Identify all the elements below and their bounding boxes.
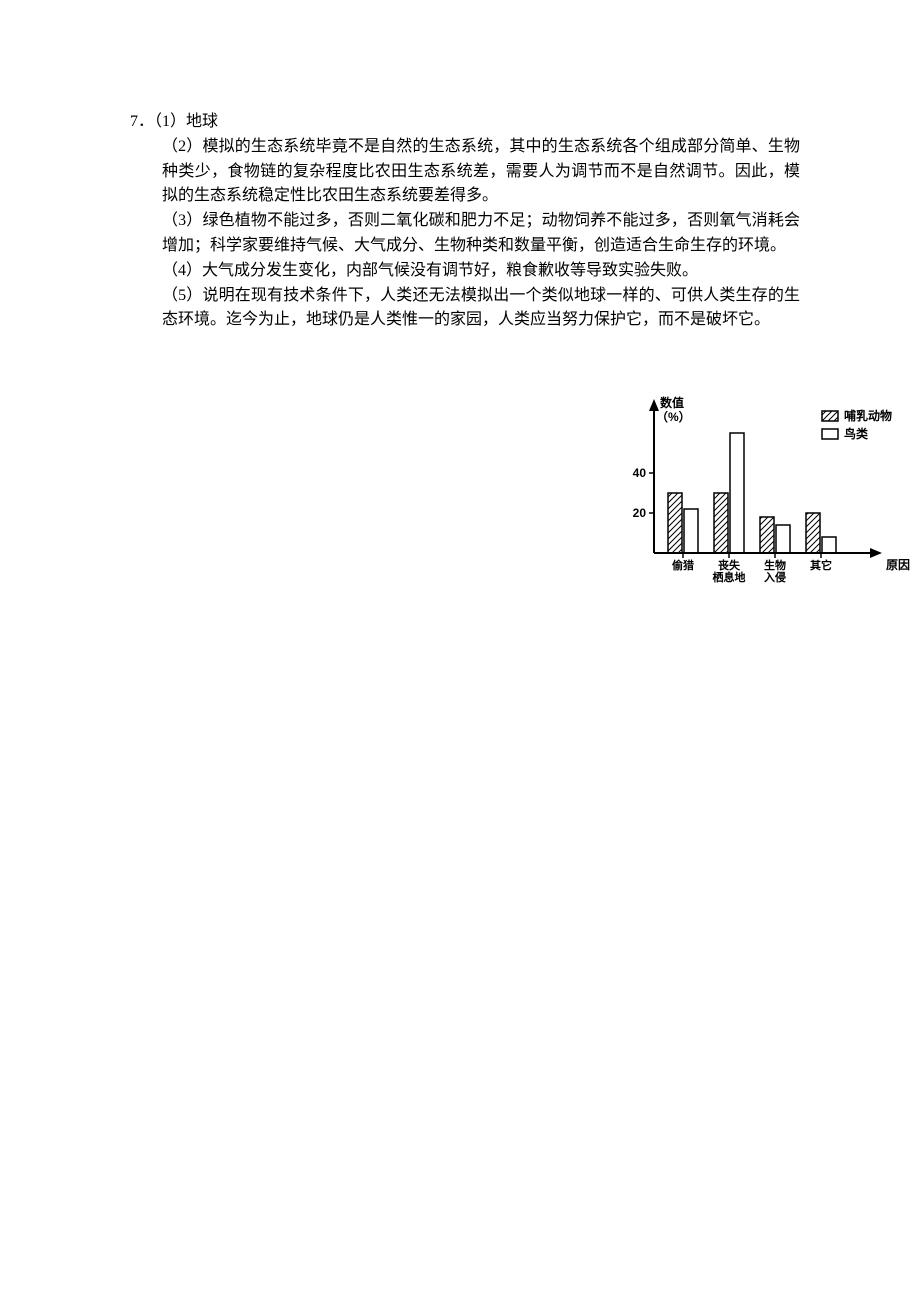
bar [760,517,774,553]
bar-chart-svg: 数值（%） 20 40 偷猎 丧失栖息地 生物入侵 其它 原因 哺乳动物鸟类 [610,393,920,603]
x-category: 偷猎 [672,558,694,572]
question-number: 7． [130,113,154,130]
y-tick: 20 [633,506,647,520]
bar [714,493,728,553]
answer-part-1: 7．（1）地球 [130,110,800,135]
x-category-sub: 入侵 [764,570,786,584]
y-axis-label-2: （%） [656,409,691,424]
x-category-sub: 栖息地 [713,570,746,584]
bar [806,513,820,553]
x-category: 丧失 [718,558,741,572]
bar [668,493,682,553]
x-category: 其它 [810,558,832,572]
legend-swatch [822,411,838,421]
legend-swatch [822,429,838,439]
answer-part-2: （2）模拟的生态系统毕竟不是自然的生态系统，其中的生态系统各个组成部分简单、生物… [130,135,800,209]
bar [776,525,790,553]
bar [684,509,698,553]
page-root: 7．（1）地球 （2）模拟的生态系统毕竟不是自然的生态系统，其中的生态系统各个组… [0,0,920,603]
y-axis-label-1: 数值 [660,395,684,410]
answer-part-5: （5）说明在现有技术条件下，人类还无法模拟出一个类似地球一样的、可供人类生存的生… [130,284,800,334]
answer-part-4: （4）大气成分发生变化，内部气候没有调节好，粮食歉收等导致实验失败。 [130,259,800,284]
bar [730,433,744,553]
answer-part-3: （3）绿色植物不能过多，否则二氧化碳和肥力不足；动物饲养不能过多，否则氧气消耗会… [130,209,800,259]
x-axis-label: 原因 [886,557,910,572]
legend-label: 鸟类 [844,426,869,441]
bar-chart: 数值（%） 20 40 偷猎 丧失栖息地 生物入侵 其它 原因 哺乳动物鸟类 [610,393,920,603]
legend-label: 哺乳动物 [844,408,892,423]
part-1-text: （1）地球 [154,113,218,130]
y-tick: 40 [633,466,647,480]
x-category: 生物 [764,558,786,572]
bar [822,537,836,553]
